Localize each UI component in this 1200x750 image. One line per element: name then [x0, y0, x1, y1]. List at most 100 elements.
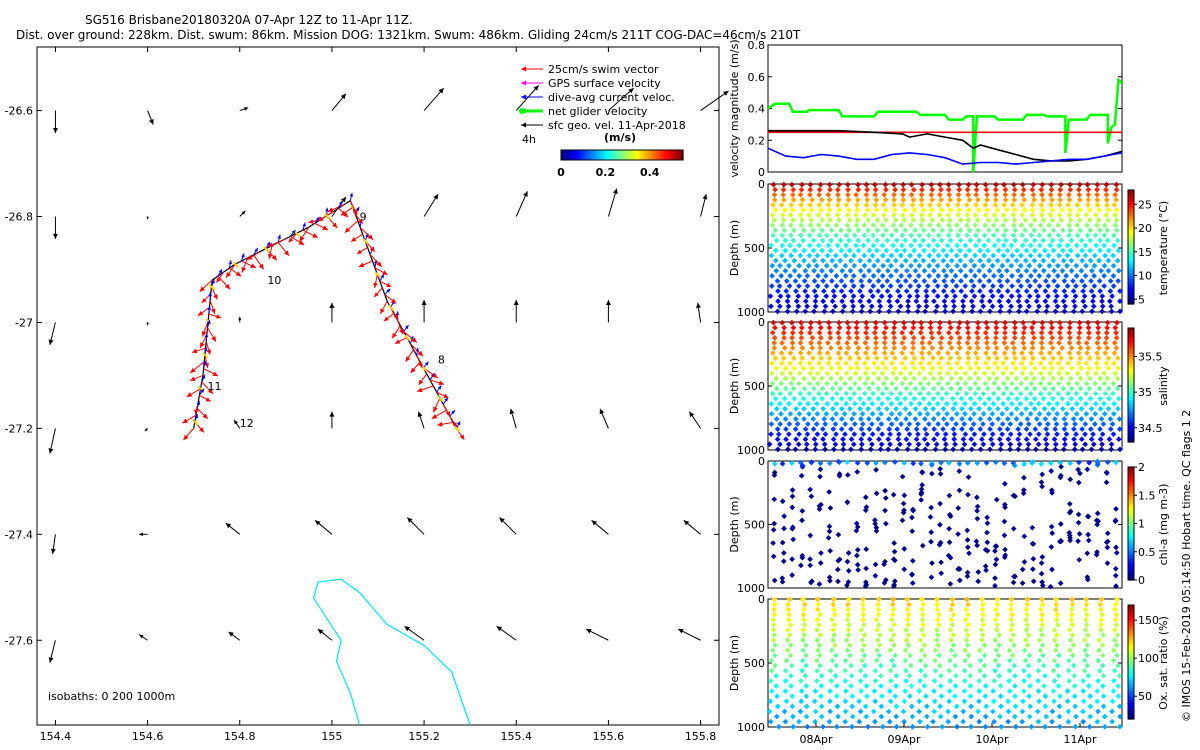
profile-point [1068, 611, 1075, 618]
profile-point [1026, 672, 1032, 679]
profile-point [860, 242, 867, 249]
profile-point [1065, 718, 1072, 725]
profile-point [998, 293, 1005, 299]
profile-point [1003, 237, 1009, 244]
profile-point [883, 385, 890, 392]
profile-point [892, 365, 898, 372]
profile-point [945, 212, 951, 218]
profile-point [1035, 688, 1042, 694]
profile-point [961, 667, 968, 674]
profile-point [843, 242, 849, 249]
colorbar-cell [1128, 622, 1134, 626]
profile-point [839, 267, 846, 274]
profile-point [905, 308, 912, 315]
profile-point [1072, 441, 1079, 448]
profile-point [816, 360, 822, 367]
profile-point [909, 713, 916, 720]
profile-point [911, 365, 918, 372]
profile-point [883, 186, 889, 193]
profile-point [979, 606, 986, 613]
legend-colorbar-cell [662, 150, 666, 160]
profile-point [784, 298, 791, 305]
profile-point [811, 257, 818, 264]
profile-point [772, 324, 778, 331]
legend-label: GPS surface velocity [548, 77, 661, 90]
profile-point [768, 421, 775, 427]
profile-point [1057, 324, 1064, 331]
profile-point [1099, 652, 1106, 659]
profile-point [1019, 350, 1025, 356]
profile-point [786, 421, 793, 427]
profile-point [1050, 227, 1057, 234]
profile-point [1061, 278, 1068, 284]
velocity-series-line [767, 147, 1123, 165]
profile-point [1029, 207, 1036, 213]
profile-point [875, 405, 882, 412]
profile-point [1004, 288, 1011, 294]
colorbar-cell [1128, 650, 1134, 655]
profile-point [942, 446, 949, 453]
profile-point [771, 335, 778, 341]
profile-point [992, 575, 998, 582]
profile-point [902, 278, 909, 284]
profile-point [814, 283, 821, 289]
profile-point [883, 227, 889, 234]
profile-point [1008, 411, 1015, 417]
profile-point [991, 718, 997, 725]
profile-point [919, 217, 926, 223]
track-day-label: 12 [240, 417, 254, 430]
profile-point [1100, 683, 1106, 689]
profile-point [1115, 395, 1122, 402]
profile-point [803, 683, 810, 689]
profile-point [942, 308, 948, 315]
profile-point [990, 222, 997, 229]
profile-point [1115, 365, 1121, 372]
profile-point [1024, 446, 1031, 453]
profile-point [1013, 405, 1020, 412]
profile-point [1058, 365, 1065, 372]
profile-point [864, 335, 871, 341]
profile-point [1101, 411, 1108, 417]
profile-point [1002, 504, 1008, 511]
profile-point [789, 504, 796, 511]
swim-vector-head [194, 409, 199, 415]
profile-point [892, 459, 898, 465]
profile-point [811, 698, 818, 705]
colorbar-cell [1128, 667, 1134, 672]
profile-point [977, 308, 984, 315]
profile-point [997, 308, 1004, 315]
legend-colorbar-cell [672, 150, 676, 160]
legend-colorbar-cell [605, 150, 609, 160]
profile-point [953, 370, 960, 377]
profile-point [1095, 518, 1102, 525]
profile-point [964, 319, 971, 326]
profile-point [1067, 319, 1073, 326]
profile-point [1036, 283, 1043, 289]
swim-vector-head [418, 362, 423, 368]
profile-point [938, 186, 944, 193]
profile-point [955, 531, 961, 537]
profile-point [798, 222, 805, 229]
profile-point [1095, 217, 1102, 223]
profile-point [866, 426, 873, 432]
profile-point [938, 375, 945, 382]
profile-point [837, 355, 844, 361]
profile-point [938, 693, 945, 700]
profile-point [1058, 355, 1064, 361]
profile-point [855, 365, 861, 372]
profile-point [952, 683, 959, 689]
profile-point [1103, 181, 1110, 188]
profile-point [1033, 288, 1040, 294]
profile-point [1081, 637, 1088, 643]
profile-point [852, 380, 858, 387]
colorbar-cell [1128, 540, 1134, 544]
profile-point [771, 496, 778, 503]
profile-point [813, 293, 820, 299]
profile-point [770, 540, 776, 546]
profile-point [1050, 667, 1057, 674]
profile-point [845, 627, 852, 633]
profile-point [936, 212, 943, 218]
profile-point [973, 181, 980, 188]
profile-point [1069, 596, 1075, 603]
profile-point [923, 293, 930, 299]
